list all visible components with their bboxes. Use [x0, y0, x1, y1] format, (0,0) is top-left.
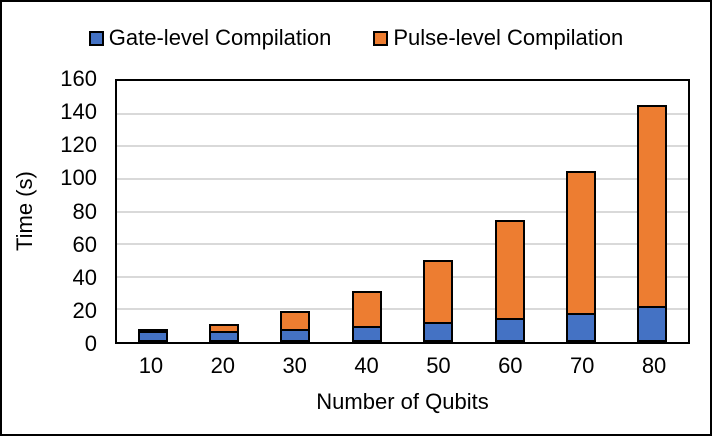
- gridline: [117, 177, 688, 180]
- bar-segment-pulse-level-40: [351, 291, 382, 326]
- x-tick-label: 20: [210, 353, 236, 378]
- y-tick-label: 0: [84, 331, 97, 356]
- y-tick-label: 80: [72, 198, 97, 224]
- gridline: [117, 145, 688, 148]
- bar-slot-20: [188, 81, 259, 342]
- bar-stack-60: [494, 81, 525, 342]
- bar-stack-20: [209, 81, 240, 342]
- gridline: [117, 243, 688, 246]
- x-axis-title: Number of Qubits: [316, 389, 489, 414]
- gridline: [117, 308, 688, 311]
- bar-segment-gate-level-60: [494, 317, 525, 342]
- y-tick-label: 140: [60, 99, 97, 125]
- y-tick-label: 60: [72, 231, 97, 257]
- legend-item-gate-level: Gate-level Compilation: [88, 25, 332, 50]
- bar-stack-10: [137, 81, 168, 342]
- legend-swatch-gate-level-icon: [88, 30, 104, 46]
- bar-segment-pulse-level-20: [209, 324, 240, 331]
- bar-segment-pulse-level-10: [137, 328, 168, 331]
- bar-segment-gate-level-40: [351, 325, 382, 342]
- x-tick-label: 80: [641, 353, 667, 378]
- x-tick-label: 70: [569, 353, 595, 378]
- gridline: [117, 275, 688, 278]
- bar-segment-pulse-level-60: [494, 219, 525, 318]
- x-axis-ticks: 10 20 30 40 50 60 70 80: [115, 353, 690, 379]
- bar-stack-70: [565, 81, 596, 342]
- legend: Gate-level Compilation Pulse-level Compi…: [2, 26, 710, 50]
- y-tick-label: 160: [60, 66, 97, 91]
- bar-segment-gate-level-10: [137, 330, 168, 342]
- bar-stack-30: [280, 81, 311, 342]
- bar-slot-60: [474, 81, 545, 342]
- bar-slot-10: [117, 81, 188, 342]
- bar-stack-80: [637, 81, 668, 342]
- legend-label-gate-level: Gate-level Compilation: [108, 25, 332, 50]
- bar-segment-pulse-level-70: [565, 170, 596, 313]
- x-tick-label: 50: [426, 353, 451, 378]
- bar-segment-gate-level-80: [637, 306, 668, 342]
- y-tick-label: 40: [72, 264, 97, 290]
- x-tick-label: 60: [498, 353, 523, 378]
- y-tick-label: 100: [60, 165, 97, 191]
- bar-segment-gate-level-20: [209, 330, 240, 342]
- bar-slot-80: [617, 81, 688, 342]
- y-tick-label: 20: [72, 297, 97, 323]
- legend-swatch-pulse-level-icon: [373, 30, 389, 46]
- gridline: [117, 210, 688, 213]
- y-axis-ticks: 0 20 40 60 80 100 120 140 160: [2, 68, 105, 355]
- x-tick-label: 40: [354, 353, 379, 378]
- bars: [117, 81, 688, 342]
- x-tick-label: 10: [138, 353, 164, 378]
- bar-slot-40: [331, 81, 402, 342]
- bar-segment-gate-level-50: [423, 322, 454, 342]
- bar-segment-gate-level-70: [565, 312, 596, 342]
- plot-area: [115, 79, 690, 344]
- gridline: [117, 112, 688, 115]
- bar-segment-pulse-level-80: [637, 105, 668, 307]
- legend-item-pulse-level: Pulse-level Compilation: [373, 26, 623, 50]
- x-tick-label: 30: [282, 353, 307, 378]
- bar-segment-pulse-level-50: [423, 260, 454, 323]
- legend-label-pulse-level: Pulse-level Compilation: [393, 25, 624, 50]
- bar-segment-gate-level-30: [280, 328, 311, 342]
- bar-slot-50: [403, 81, 474, 342]
- bar-segment-pulse-level-30: [280, 311, 311, 329]
- bar-slot-70: [545, 81, 616, 342]
- bar-slot-30: [260, 81, 331, 342]
- bar-stack-50: [423, 81, 454, 342]
- y-tick-label: 120: [60, 132, 97, 158]
- bar-stack-40: [351, 81, 382, 342]
